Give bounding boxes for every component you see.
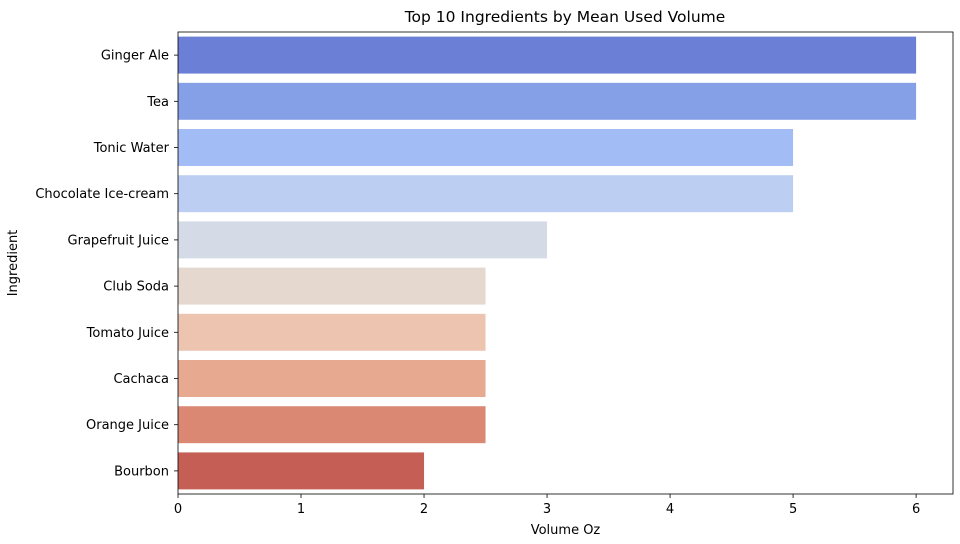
y-tick-label: Tea — [146, 95, 169, 110]
bar-tomato-juice — [178, 313, 486, 351]
y-axis-ticks: Ginger Ale Tea Tonic Water Chocolate Ice-cr… — [35, 49, 178, 479]
y-tick-label: Ginger Ale — [101, 49, 169, 64]
x-tick-label: 6 — [912, 502, 920, 517]
y-tick-label: Club Soda — [103, 280, 169, 295]
y-tick-label: Orange Juice — [86, 418, 169, 433]
bar-ginger-ale — [178, 36, 917, 74]
x-tick-label: 2 — [420, 502, 428, 517]
x-tick-label: 3 — [543, 502, 551, 517]
y-axis-label: Ingredient — [6, 230, 21, 297]
bar-bourbon — [178, 452, 425, 490]
x-tick-label: 4 — [666, 502, 674, 517]
bar-grapefruit-juice — [178, 221, 548, 259]
x-tick-label: 0 — [174, 502, 182, 517]
bar-orange-juice — [178, 406, 486, 444]
bar-tea — [178, 82, 917, 120]
y-tick-label: Cachaca — [113, 372, 169, 387]
y-tick-label: Chocolate Ice-cream — [35, 187, 169, 202]
y-tick-label: Tomato Juice — [86, 326, 169, 341]
bar-tonic-water — [178, 129, 794, 166]
bar-club-soda — [178, 267, 486, 305]
y-tick-label: Bourbon — [114, 464, 169, 479]
y-tick-label: Tonic Water — [93, 141, 170, 156]
x-axis-ticks: 0 1 2 3 4 5 6 — [174, 494, 920, 517]
chart-title: Top 10 Ingredients by Mean Used Volume — [404, 8, 726, 26]
bars-group — [178, 36, 917, 490]
y-tick-label: Grapefruit Juice — [68, 233, 169, 248]
x-tick-label: 1 — [297, 502, 305, 517]
x-axis-label: Volume Oz — [531, 523, 601, 538]
plot-frame — [177, 31, 954, 495]
bar-chocolate-ice-cream — [178, 175, 794, 213]
bar-cachaca — [178, 360, 486, 397]
x-tick-label: 5 — [789, 502, 797, 517]
